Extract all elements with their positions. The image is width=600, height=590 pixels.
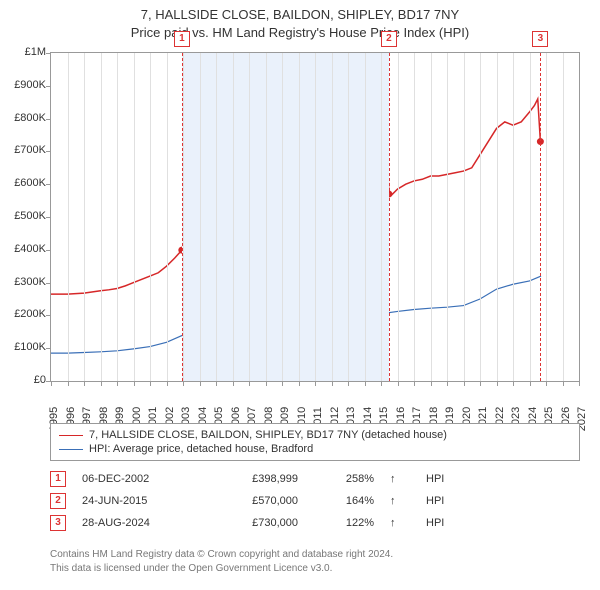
legend-swatch — [59, 435, 83, 436]
transaction-date: 24-JUN-2015 — [82, 495, 192, 507]
event-marker-line — [540, 53, 541, 381]
event-marker-box: 2 — [381, 31, 397, 47]
legend-item: 7, HALLSIDE CLOSE, BAILDON, SHIPLEY, BD1… — [59, 428, 571, 442]
y-axis-label: £400K — [0, 243, 46, 255]
legend-label: HPI: Average price, detached house, Brad… — [89, 443, 313, 455]
transaction-price: £398,999 — [208, 473, 298, 485]
transaction-marker-box: 3 — [50, 515, 66, 531]
transaction-pct: 258% — [314, 473, 374, 485]
y-axis-label: £0 — [0, 374, 46, 386]
legend-item: HPI: Average price, detached house, Brad… — [59, 442, 571, 456]
y-axis-label: £600K — [0, 177, 46, 189]
y-axis-label: £100K — [0, 341, 46, 353]
y-axis-label: £500K — [0, 210, 46, 222]
transaction-hpi-label: HPI — [426, 473, 456, 485]
transactions-table: 1 06-DEC-2002 £398,999 258% ↑ HPI 2 24-JUN-2015… — [50, 468, 580, 534]
transaction-row: 1 06-DEC-2002 £398,999 258% ↑ HPI — [50, 468, 580, 490]
legend-swatch — [59, 449, 83, 450]
transaction-hpi-label: HPI — [426, 495, 456, 507]
shaded-region — [182, 53, 389, 381]
transaction-price: £570,000 — [208, 495, 298, 507]
title-line-2: Price paid vs. HM Land Registry's House … — [0, 24, 600, 42]
event-marker-box: 3 — [532, 31, 548, 47]
transaction-row: 3 28-AUG-2024 £730,000 122% ↑ HPI — [50, 512, 580, 534]
up-arrow-icon: ↑ — [390, 517, 410, 529]
up-arrow-icon: ↑ — [390, 473, 410, 485]
transaction-date: 06-DEC-2002 — [82, 473, 192, 485]
transaction-marker-box: 2 — [50, 493, 66, 509]
transaction-date: 28-AUG-2024 — [82, 517, 192, 529]
event-marker-box: 1 — [174, 31, 190, 47]
legend-label: 7, HALLSIDE CLOSE, BAILDON, SHIPLEY, BD1… — [89, 429, 447, 441]
y-axis-label: £1M — [0, 46, 46, 58]
chart-plot-area: 1995199619971998199920002001200220032004… — [50, 52, 580, 382]
title-block: 7, HALLSIDE CLOSE, BAILDON, SHIPLEY, BD1… — [0, 0, 600, 41]
y-axis-label: £200K — [0, 308, 46, 320]
attribution-line-1: Contains HM Land Registry data © Crown c… — [50, 548, 580, 562]
attribution: Contains HM Land Registry data © Crown c… — [50, 548, 580, 575]
event-marker-line — [182, 53, 183, 381]
y-axis-label: £800K — [0, 112, 46, 124]
transaction-price: £730,000 — [208, 517, 298, 529]
y-axis-label: £300K — [0, 276, 46, 288]
y-axis-label: £900K — [0, 79, 46, 91]
up-arrow-icon: ↑ — [390, 495, 410, 507]
title-line-1: 7, HALLSIDE CLOSE, BAILDON, SHIPLEY, BD1… — [0, 6, 600, 24]
attribution-line-2: This data is licensed under the Open Gov… — [50, 562, 580, 576]
event-marker-line — [389, 53, 390, 381]
transaction-pct: 122% — [314, 517, 374, 529]
transaction-row: 2 24-JUN-2015 £570,000 164% ↑ HPI — [50, 490, 580, 512]
transaction-pct: 164% — [314, 495, 374, 507]
chart-container: 7, HALLSIDE CLOSE, BAILDON, SHIPLEY, BD1… — [0, 0, 600, 590]
transaction-marker-box: 1 — [50, 471, 66, 487]
transaction-hpi-label: HPI — [426, 517, 456, 529]
legend: 7, HALLSIDE CLOSE, BAILDON, SHIPLEY, BD1… — [50, 423, 580, 461]
y-axis-label: £700K — [0, 144, 46, 156]
